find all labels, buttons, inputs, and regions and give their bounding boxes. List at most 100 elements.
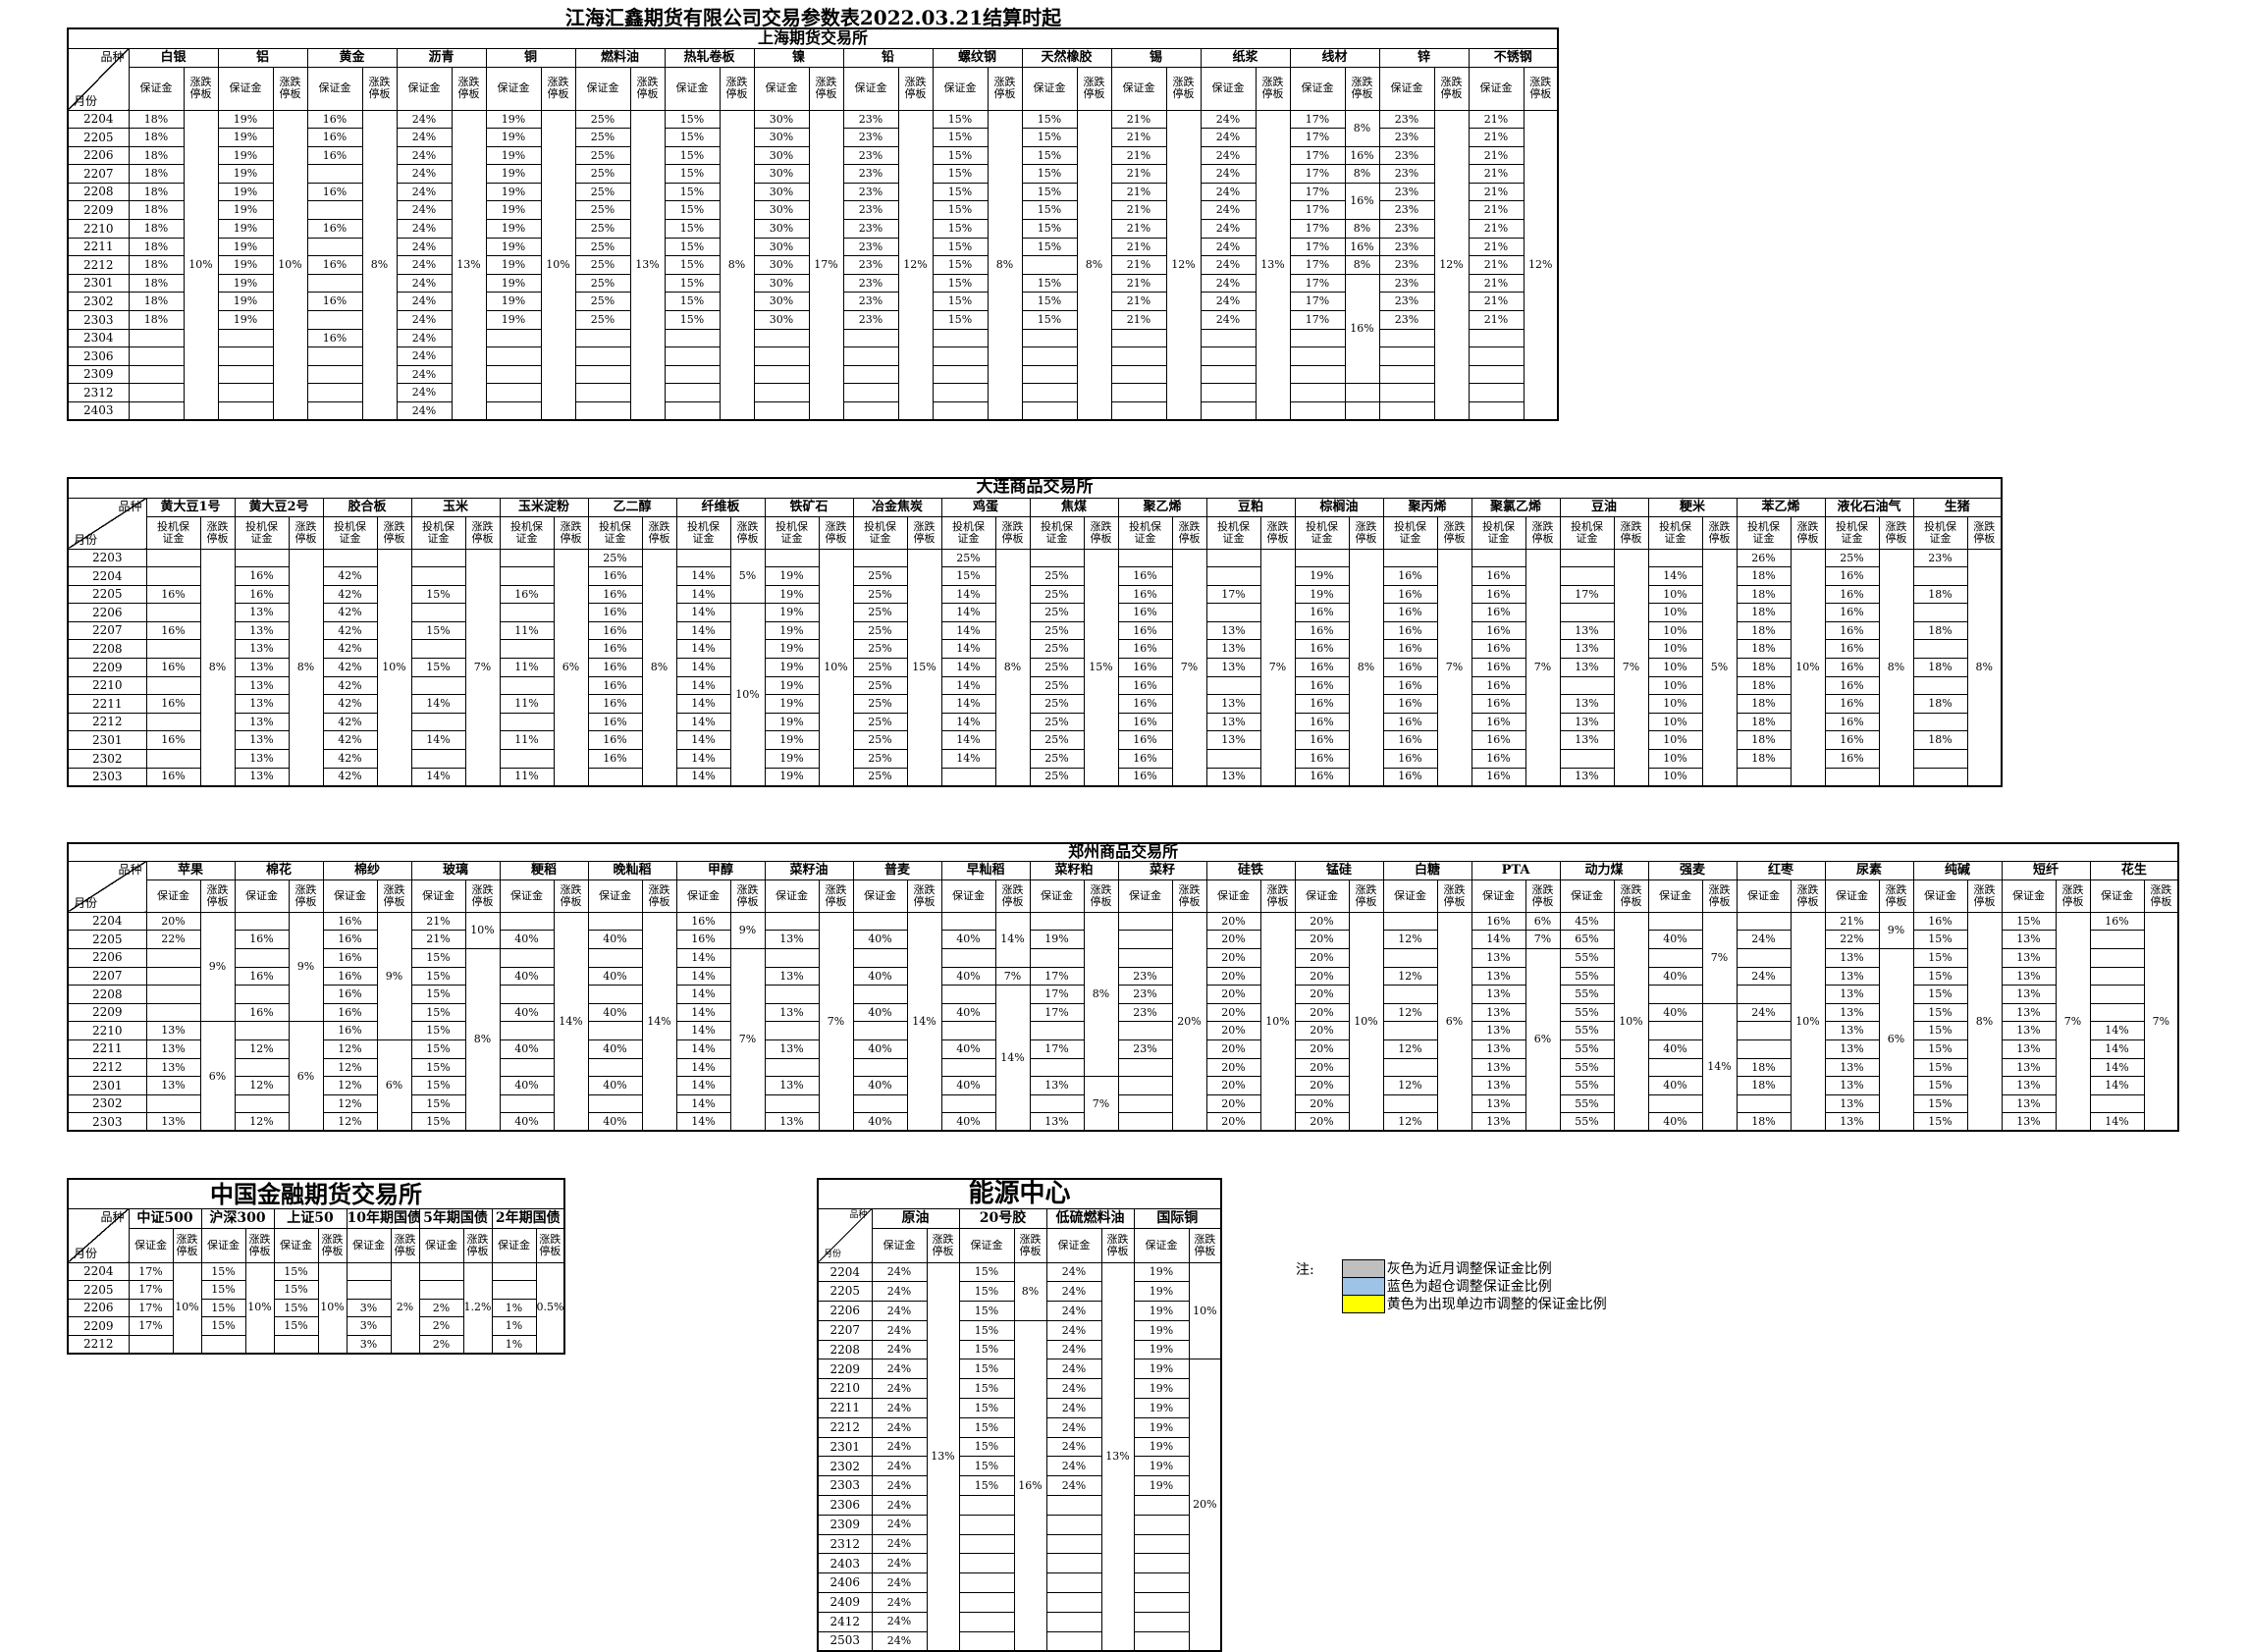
limit-cell: 10% (1259, 911, 1296, 1132)
margin-cell (940, 947, 996, 968)
margin-cell: 16% (322, 930, 378, 949)
margin-cell (1824, 767, 1880, 787)
limit-cell: 8% (641, 548, 677, 787)
margin-cell: 13% (1471, 1093, 1526, 1114)
margin-cell (1378, 364, 1435, 385)
margin-header: 投机保 证金 (1471, 515, 1526, 550)
margin-cell: 13% (2001, 966, 2057, 986)
margin-cell: 24% (1200, 182, 1257, 202)
product-header: 普麦 (852, 860, 942, 880)
margin-cell: 30% (753, 145, 810, 166)
margin-cell: 25% (574, 292, 631, 312)
product-header: 白银 (128, 47, 219, 68)
margin-cell: 23% (842, 273, 899, 293)
table-row: 2304 16% 24% (67, 328, 1558, 348)
margin-cell: 20% (1294, 1039, 1350, 1059)
limit-header: 涨跌 停板 (1259, 879, 1296, 913)
legend-item-yellow: 黄色为出现单边市调整的保证金比例 (1341, 1294, 1607, 1313)
margin-cell: 19% (217, 109, 274, 130)
month-cell: 2309 (817, 1514, 873, 1535)
margin-cell: 18% (128, 292, 185, 312)
product-header: 玻璃 (410, 860, 501, 880)
margin-cell: 20% (145, 911, 201, 932)
limit-cell: 6% (1878, 947, 1914, 1132)
table-row: 2204 17% 10% 15% 10% 15% 10% 2% 1.2% 0.5% (67, 1261, 565, 1355)
limit-header: 涨跌 停板 (1171, 879, 1207, 913)
margin-cell: 20% (1294, 930, 1350, 949)
margin-cell: 11% (499, 658, 555, 677)
table-row: 2312 24% (67, 383, 1558, 402)
margin-cell: 16% (1824, 749, 1880, 769)
limit-header: 涨跌 停板 (1348, 879, 1384, 913)
margin-cell (1029, 1057, 1085, 1078)
margin-cell: 13% (1559, 694, 1615, 714)
margin-cell: 13% (1559, 712, 1615, 732)
limit-cell: 7% (1701, 911, 1738, 1004)
margin-cell: 11% (499, 620, 555, 641)
margin-cell: 23% (842, 109, 899, 130)
margin-cell (940, 1021, 996, 1040)
month-cell: 2306 (817, 1495, 873, 1516)
margin-cell: 15% (200, 1298, 246, 1318)
margin-cell: 15% (958, 1319, 1015, 1341)
margin-cell: 16% (1294, 675, 1350, 696)
margin-cell (940, 985, 996, 1004)
margin-cell (145, 947, 201, 968)
margin-cell (499, 749, 555, 769)
margin-cell (346, 1280, 392, 1300)
margin-header: 保证金 (852, 879, 908, 913)
margin-cell: 23% (842, 164, 899, 184)
limit-cell: 14% (906, 911, 942, 1132)
month-cell: 2208 (67, 639, 147, 660)
margin-cell (958, 1611, 1015, 1632)
margin-cell (234, 1057, 290, 1078)
margin-cell: 15% (410, 1112, 466, 1132)
margin-cell: 15% (958, 1359, 1015, 1380)
margin-cell (1647, 1021, 1703, 1040)
margin-cell (1117, 1112, 1173, 1132)
margin-cell: 16% (145, 620, 201, 641)
margin-cell: 15% (410, 1093, 466, 1114)
margin-cell: 15% (664, 109, 721, 130)
margin-cell: 15% (958, 1436, 1015, 1458)
margin-cell: 14% (675, 584, 731, 605)
margin-cell: 20% (1205, 930, 1261, 949)
table-row: 2207 16% 13% 42% 15% 11% 16% 14% 19% 25% 14% 25% 16%… (67, 620, 2002, 641)
margin-cell: 13% (764, 1002, 820, 1023)
table-row: 2403 24% (817, 1553, 1221, 1574)
margin-cell (842, 328, 899, 348)
month-cell: 2301 (67, 1076, 147, 1095)
margin-cell: 16% (1471, 911, 1526, 932)
product-header: 豆粕 (1205, 497, 1296, 517)
month-cell: 2207 (67, 164, 130, 184)
margin-cell: 23% (1912, 548, 1968, 568)
margin-cell (410, 566, 466, 586)
margin-cell: 24% (1045, 1416, 1102, 1438)
margin-cell: 18% (1736, 603, 1792, 622)
margin-cell: 17% (1289, 200, 1346, 221)
margin-cell: 25% (852, 584, 908, 605)
margin-cell: 19% (217, 310, 274, 330)
margin-cell: 21% (1110, 128, 1167, 147)
product-header: PTA (1471, 860, 1561, 880)
month-cell: 2301 (817, 1436, 873, 1458)
margin-cell (217, 364, 274, 385)
table-ine: 能源中心 品种 月份 原油 20号胶 低硫燃料油 国际铜 保证金 涨跌 停板 保证金 涨跌 停板 保证… (817, 1178, 1223, 1652)
margin-cell: 19% (217, 237, 274, 257)
margin-cell: 15% (932, 164, 989, 184)
month-cell: 2304 (67, 328, 130, 348)
margin-cell (1045, 1553, 1102, 1574)
margin-cell: 19% (764, 749, 820, 769)
margin-cell: 19% (217, 292, 274, 312)
margin-cell: 18% (128, 237, 185, 257)
table-row: 2210 24% 15% 24% 19% (817, 1378, 1221, 1400)
margin-cell: 24% (871, 1281, 928, 1303)
month-cell: 2207 (67, 966, 147, 986)
month-label: 月份 (74, 532, 98, 547)
margin-cell: 17% (128, 1280, 174, 1300)
limit-header: 涨跌 停板 (288, 879, 324, 913)
margin-cell: 15% (410, 1076, 466, 1095)
margin-cell: 16% (1117, 675, 1173, 696)
margin-cell: 15% (2001, 911, 2057, 932)
limit-header: 涨跌 停板 (244, 1227, 275, 1263)
